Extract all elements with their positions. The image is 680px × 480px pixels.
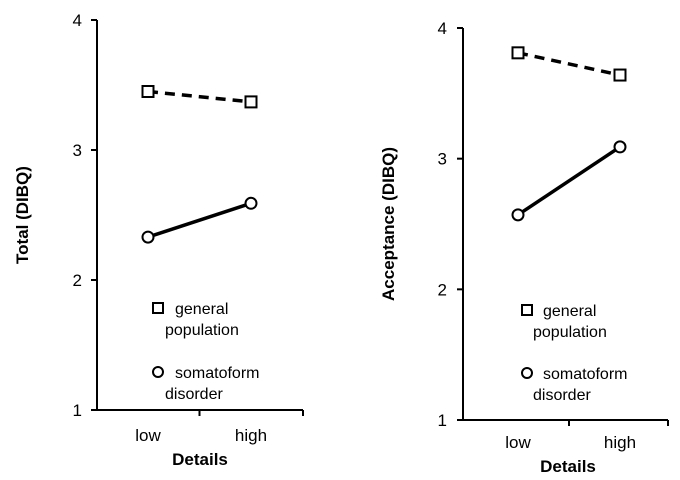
x-tick-label: low — [135, 426, 161, 445]
legend-label: somatoform — [543, 366, 627, 383]
x-axis-title: Details — [540, 457, 596, 475]
series-line-somatoform-disorder — [147, 201, 252, 239]
y-tick-label: 1 — [73, 401, 82, 420]
chart-panel-1: 1 2 3 4 low high Details Total (DIBQ) general pop… — [13, 11, 304, 469]
legend-square-marker — [152, 302, 164, 314]
legend-label: general — [543, 303, 596, 320]
series-line-general-population — [517, 51, 621, 77]
x-tick-label: low — [505, 433, 531, 452]
data-point-general-population — [141, 85, 155, 98]
legend-label: population — [533, 324, 607, 341]
y-tick-label: 2 — [73, 271, 82, 290]
legend-square-marker — [521, 304, 533, 316]
x-axis-title: Details — [172, 450, 228, 469]
data-point-general-population — [511, 46, 525, 60]
legend: general population somatoform disorder — [152, 301, 259, 403]
y-tick-label: 2 — [438, 280, 447, 299]
data-point-somatoform-disorder — [511, 208, 525, 222]
legend-label: somatoform — [175, 365, 259, 382]
legend-circle-marker — [152, 366, 164, 378]
y-axis-title: Acceptance (DIBQ) — [379, 147, 398, 301]
y-tick-label: 1 — [438, 411, 447, 430]
data-point-somatoform-disorder — [613, 140, 627, 154]
x-tick-label: high — [235, 426, 267, 445]
legend-label: disorder — [165, 386, 223, 403]
data-point-somatoform-disorder — [244, 196, 258, 210]
legend-label: general — [175, 301, 228, 318]
y-tick-label: 3 — [73, 141, 82, 160]
x-tick-label: high — [604, 433, 636, 452]
legend-circle-marker — [521, 367, 533, 379]
legend-label: disorder — [533, 387, 591, 404]
series-line-somatoform-disorder — [517, 145, 621, 217]
data-point-somatoform-disorder — [141, 230, 155, 244]
y-tick-label: 3 — [438, 150, 447, 169]
y-tick-label: 4 — [438, 19, 447, 38]
legend: general population somatoform disorder — [521, 303, 627, 404]
data-point-general-population — [613, 68, 627, 82]
y-tick-label: 4 — [73, 11, 82, 30]
series-line-general-population — [147, 89, 252, 104]
chart-panel-2: 1 2 3 4 low high Details Acceptance (DIBQ) gener… — [379, 19, 669, 476]
data-point-general-population — [244, 95, 258, 109]
y-axis-title: Total (DIBQ) — [13, 166, 32, 264]
legend-label: population — [165, 322, 239, 339]
